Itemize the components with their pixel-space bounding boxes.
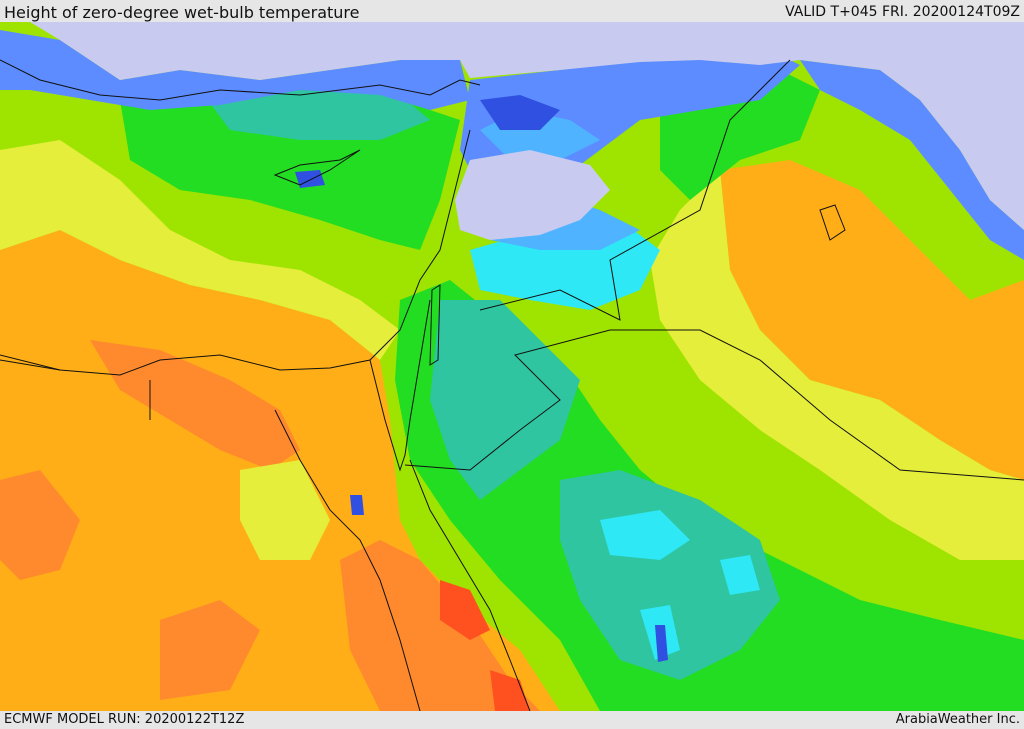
field-red-orange [440, 580, 530, 711]
dead-sea [429, 284, 441, 366]
red-sea-west [274, 409, 421, 711]
field-yellow-west [0, 140, 400, 560]
border-egypt-libya [0, 359, 151, 420]
cyprus [273, 149, 361, 186]
lake-tharthar [819, 204, 846, 241]
field-red-sea-orange [340, 540, 540, 711]
sinai [369, 299, 431, 472]
borders [0, 59, 1024, 711]
border-syria-iraq [479, 59, 791, 321]
map-title: Height of zero-degree wet-bulb temperatu… [4, 3, 360, 22]
footer-bar: ECMWF MODEL RUN: 20200122T12Z ArabiaWeat… [0, 711, 1024, 729]
coastline-north [0, 59, 481, 101]
weather-map [0, 22, 1024, 711]
field-cyan [470, 220, 760, 660]
credit-text: ArabiaWeather Inc. [895, 712, 1020, 727]
model-run: ECMWF MODEL RUN: 20200122T12Z [4, 712, 245, 727]
border-jordan-saudi [404, 329, 1024, 481]
coastline-med-south [0, 129, 471, 376]
red-sea-east [409, 459, 531, 711]
field-yellow-east [650, 170, 1024, 560]
field-orange-east [720, 160, 1024, 480]
field-dark-orange-west [0, 340, 300, 700]
field-lowest-north [30, 22, 1024, 230]
valid-time: VALID T+045 FRI. 20200124T09Z [785, 4, 1020, 20]
field-lowest-syria [455, 150, 610, 240]
header-bar: Height of zero-degree wet-bulb temperatu… [0, 0, 1024, 22]
